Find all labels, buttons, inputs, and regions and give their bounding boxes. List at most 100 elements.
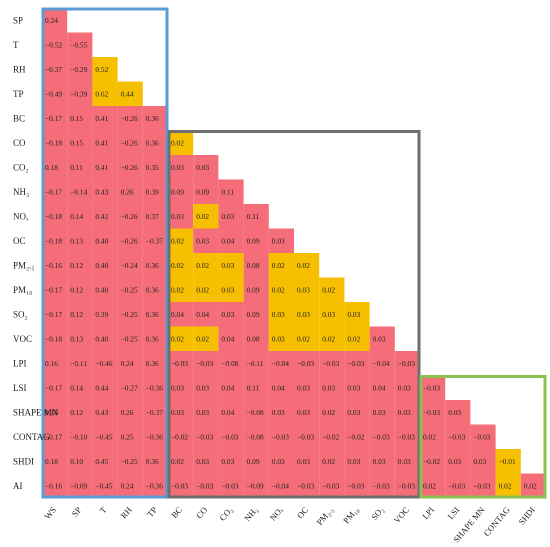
cell-r13-c11 xyxy=(319,326,345,351)
cell-value-r14-c9: −0.04 xyxy=(272,359,289,368)
cell-value-r11-c2: 0.40 xyxy=(95,285,108,294)
cell-value-r16-c9: 0.03 xyxy=(272,408,285,417)
cell-value-r10-c0: −0.16 xyxy=(45,261,62,270)
cell-r11-c10 xyxy=(294,277,320,302)
cell-value-r19-c3: 0.24 xyxy=(121,481,134,490)
cell-r14-c5 xyxy=(168,351,194,376)
cell-value-r1-c0: −0.52 xyxy=(45,40,62,49)
cell-r14-c11 xyxy=(319,351,345,376)
cell-r11-c1 xyxy=(67,277,93,302)
cell-value-r12-c9: 0.03 xyxy=(272,310,285,319)
row-label-so: SO₂ xyxy=(13,309,28,319)
cell-value-r18-c12: 0.03 xyxy=(347,457,360,466)
cell-value-r15-c3: −0.27 xyxy=(121,383,138,392)
cell-r19-c8 xyxy=(243,473,269,498)
cell-r15-c15 xyxy=(420,375,446,400)
cell-r10-c1 xyxy=(67,253,93,278)
cell-r4-c2 xyxy=(92,106,118,131)
cell-value-r6-c2: 0.41 xyxy=(95,163,108,172)
cell-value-r8-c1: 0.14 xyxy=(70,212,83,221)
cell-value-r11-c6: 0.02 xyxy=(196,285,209,294)
cell-r15-c0 xyxy=(42,375,68,400)
cell-r14-c3 xyxy=(117,351,143,376)
cell-value-r19-c1: −0.09 xyxy=(70,481,87,490)
cell-r15-c2 xyxy=(92,375,118,400)
cell-r4-c0 xyxy=(42,106,68,131)
cell-value-r17-c11: −0.02 xyxy=(322,432,339,441)
cell-r10-c2 xyxy=(92,253,118,278)
row-label-shape-mn: SHAPE MN xyxy=(13,407,59,417)
cell-r13-c12 xyxy=(344,326,370,351)
cell-r17-c1 xyxy=(67,424,93,449)
cell-value-r19-c12: −0.03 xyxy=(347,481,364,490)
cell-r0-c0 xyxy=(42,8,68,33)
cell-r9-c9 xyxy=(268,228,294,253)
cell-r7-c2 xyxy=(92,179,118,204)
cell-r19-c16 xyxy=(445,473,471,498)
cell-value-r9-c2: 0.40 xyxy=(95,236,108,245)
cell-value-r6-c1: 0.11 xyxy=(70,163,83,172)
cell-r13-c0 xyxy=(42,326,68,351)
cell-value-r13-c5: 0.02 xyxy=(171,334,184,343)
cell-r16-c6 xyxy=(193,400,219,425)
cell-r17-c16 xyxy=(445,424,471,449)
cell-r13-c10 xyxy=(294,326,320,351)
cell-value-r12-c12: 0.03 xyxy=(347,310,360,319)
row-label-sp: SP xyxy=(13,15,23,25)
cell-value-r2-c1: −0.29 xyxy=(70,65,87,74)
cell-r12-c6 xyxy=(193,302,219,327)
cell-value-r13-c12: 0.02 xyxy=(347,334,360,343)
cell-r12-c11 xyxy=(319,302,345,327)
cell-value-r13-c11: 0.02 xyxy=(322,334,335,343)
col-label-lpi: LPI xyxy=(420,505,436,521)
cell-r19-c7 xyxy=(218,473,244,498)
col-label-rh: RH xyxy=(118,505,133,521)
cell-value-r4-c4: 0.36 xyxy=(146,114,159,123)
cell-value-r12-c5: 0.04 xyxy=(171,310,184,319)
cell-r15-c6 xyxy=(193,375,219,400)
cell-value-r6-c4: 0.35 xyxy=(146,163,159,172)
cell-r3-c0 xyxy=(42,81,68,106)
col-label-co: CO xyxy=(194,505,209,521)
cell-value-r13-c0: −0.18 xyxy=(45,334,62,343)
cell-value-r10-c9: 0.02 xyxy=(272,261,285,270)
cell-r18-c15 xyxy=(420,449,446,474)
cell-value-r16-c2: 0.43 xyxy=(95,408,108,417)
cell-r19-c18 xyxy=(495,473,521,498)
cell-value-r19-c15: 0.02 xyxy=(423,481,436,490)
cell-r9-c3 xyxy=(117,228,143,253)
cell-r8-c7 xyxy=(218,204,244,229)
cell-r19-c10 xyxy=(294,473,320,498)
cell-r17-c4 xyxy=(142,424,168,449)
cell-r17-c12 xyxy=(344,424,370,449)
cell-value-r11-c9: 0.02 xyxy=(272,285,285,294)
cell-value-r12-c10: 0.03 xyxy=(297,310,310,319)
cell-r16-c4 xyxy=(142,400,168,425)
cell-r14-c6 xyxy=(193,351,219,376)
cell-r12-c9 xyxy=(268,302,294,327)
cell-value-r4-c1: 0.15 xyxy=(70,114,83,123)
cell-r8-c5 xyxy=(168,204,194,229)
group-box-1 xyxy=(41,7,169,499)
cell-r5-c1 xyxy=(67,130,93,155)
cell-r15-c12 xyxy=(344,375,370,400)
cell-value-r18-c11: 0.02 xyxy=(322,457,335,466)
row-label-contag: CONTAG xyxy=(13,432,50,442)
cell-value-r11-c7: 0.03 xyxy=(221,285,234,294)
cell-value-r8-c7: 0.03 xyxy=(221,212,234,221)
cell-r16-c0 xyxy=(42,400,68,425)
cell-value-r9-c4: −0.37 xyxy=(146,236,163,245)
cell-r3-c2 xyxy=(92,81,118,106)
col-label-pm: PM₂.₅ xyxy=(314,505,335,527)
cell-value-r14-c12: −0.03 xyxy=(347,359,364,368)
cell-value-r14-c14: −0.03 xyxy=(398,359,415,368)
cell-r10-c7 xyxy=(218,253,244,278)
cell-r14-c9 xyxy=(268,351,294,376)
cell-r17-c17 xyxy=(470,424,496,449)
cell-value-r15-c11: 0.03 xyxy=(322,383,335,392)
cell-r9-c1 xyxy=(67,228,93,253)
cell-r14-c7 xyxy=(218,351,244,376)
cells-layer: 0.24 −0.52 −0.55 −0.37 −0.29 0.52 −0.49 −0.39 0.… xyxy=(42,8,546,498)
cell-value-r16-c3: 0.26 xyxy=(121,408,134,417)
cell-value-r3-c2: 0.62 xyxy=(95,89,108,98)
